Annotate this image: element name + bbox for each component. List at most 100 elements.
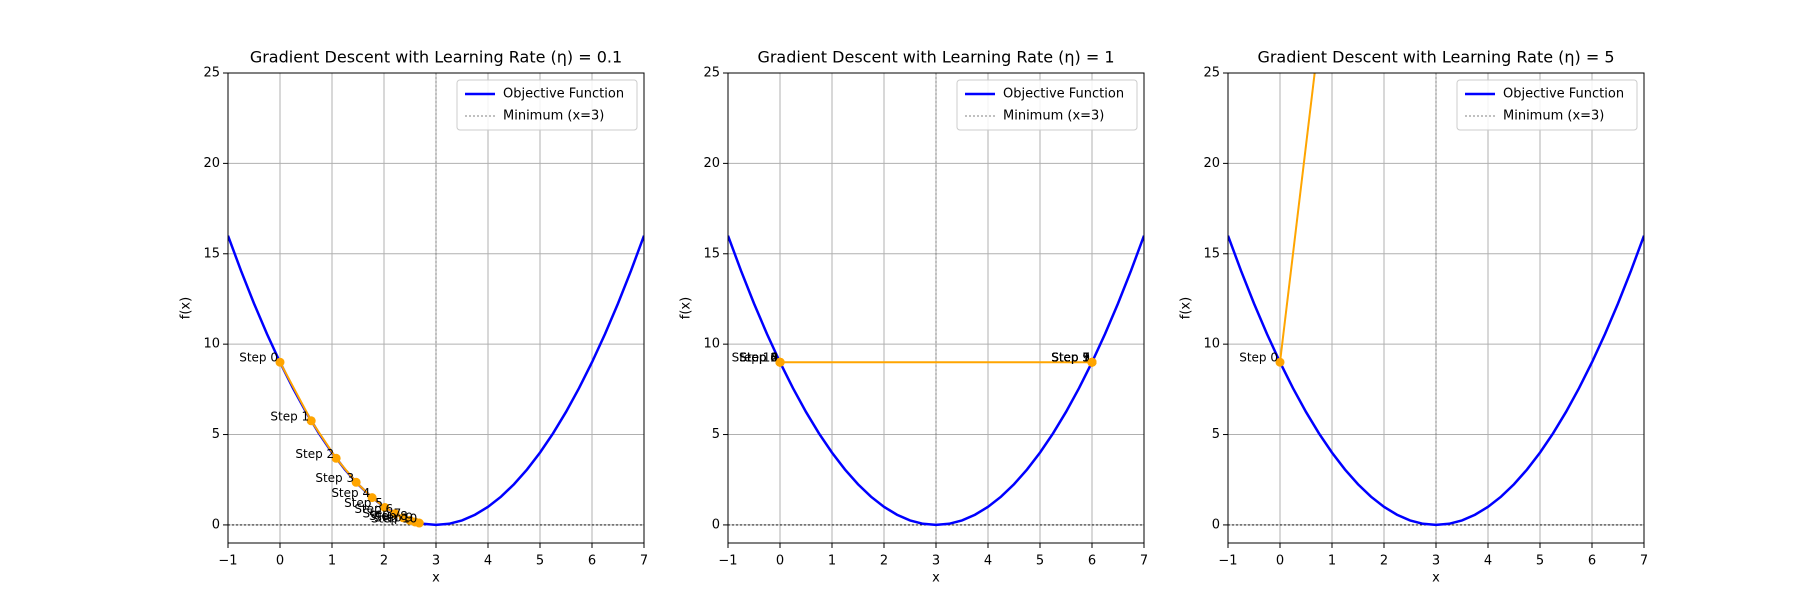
- legend-label: Minimum (x=3): [1503, 109, 1604, 124]
- step-label: Step 7: [363, 506, 402, 520]
- step-label: Step 2: [739, 351, 778, 365]
- x-tick-label: 1: [828, 554, 836, 569]
- x-tick-label: 5: [1536, 554, 1544, 569]
- axes-frame: [727, 72, 1145, 544]
- step-point: [331, 453, 341, 463]
- x-tick-label: 4: [484, 554, 492, 569]
- x-tick-label: 0: [1276, 554, 1284, 569]
- y-tick-label: 15: [203, 246, 220, 261]
- step-point: [306, 416, 316, 426]
- chart-title: Gradient Descent with Learning Rate (η) …: [757, 48, 1114, 67]
- y-tick-label: 10: [1203, 337, 1220, 352]
- step-label: Step 6: [739, 351, 778, 365]
- step-point: [390, 509, 400, 519]
- y-axis-label: f(x): [179, 297, 194, 319]
- step-label: Step 8: [369, 509, 408, 523]
- y-tick-label: 20: [703, 156, 720, 171]
- legend: Objective Function Minimum (x=3): [956, 79, 1138, 131]
- x-axis-label: x: [1432, 571, 1440, 586]
- step-label: Step 3: [1051, 351, 1090, 365]
- step-label: Step 4: [739, 351, 778, 365]
- y-tick-label: 5: [712, 427, 720, 442]
- y-tick-label: 25: [703, 66, 720, 81]
- x-tick-label: 5: [536, 554, 544, 569]
- x-tick-label: −1: [1218, 554, 1237, 569]
- x-tick-label: 0: [276, 554, 284, 569]
- y-axis-label: f(x): [679, 297, 694, 319]
- legend: Objective Function Minimum (x=3): [1456, 79, 1638, 131]
- y-tick-label: 10: [203, 337, 220, 352]
- x-tick-label: 6: [1588, 554, 1596, 569]
- step-point: [367, 493, 377, 503]
- legend-label: Minimum (x=3): [503, 109, 604, 124]
- step-label: Step 5: [344, 496, 383, 510]
- x-tick-label: 6: [588, 554, 596, 569]
- y-tick-label: 15: [703, 246, 720, 261]
- step-label: Step 1: [1051, 351, 1090, 365]
- x-tick-label: 7: [1640, 554, 1648, 569]
- step-label: Step 9: [374, 510, 413, 524]
- y-tick-label: 20: [203, 156, 220, 171]
- y-tick-label: 0: [712, 517, 720, 532]
- plot-area: Step 0: [1228, 73, 1644, 543]
- step-label: Step 6: [354, 502, 393, 516]
- x-axis-label: x: [932, 571, 940, 586]
- legend-box: [1456, 79, 1638, 131]
- y-tick-label: 5: [1212, 427, 1220, 442]
- x-tick-label: 6: [1088, 554, 1096, 569]
- chart-title: Gradient Descent with Learning Rate (η) …: [250, 48, 622, 67]
- step-label: Step 8: [739, 351, 778, 365]
- legend: Objective Function Minimum (x=3): [456, 79, 638, 131]
- step-label: Step 0: [1239, 351, 1278, 365]
- y-tick-label: 10: [703, 337, 720, 352]
- step-point: [275, 357, 285, 367]
- x-tick-label: 2: [380, 554, 388, 569]
- step-label: Step 4: [331, 486, 370, 500]
- step-label: Step 2: [295, 447, 334, 461]
- y-tick-label: 25: [203, 66, 220, 81]
- x-tick-label: 7: [1140, 554, 1148, 569]
- x-tick-label: 2: [1380, 554, 1388, 569]
- y-tick-label: 20: [1203, 156, 1220, 171]
- x-tick-label: 7: [640, 554, 648, 569]
- step-label: Step 7: [1051, 351, 1090, 365]
- step-point: [380, 502, 390, 512]
- x-tick-label: 4: [1484, 554, 1492, 569]
- step-label: Step 9: [1051, 351, 1090, 365]
- chart-title: Gradient Descent with Learning Rate (η) …: [1257, 48, 1614, 67]
- x-tick-label: 5: [1036, 554, 1044, 569]
- y-tick-label: 0: [212, 517, 220, 532]
- step-label: Step 3: [315, 471, 354, 485]
- objective-curve: [1228, 235, 1644, 527]
- axes-frame: [1227, 72, 1645, 544]
- subplot: −1 0 1 2 3 4 5 6 7 0 5 10 15 20 25 Step 0 Gradient Desce…: [1179, 48, 1649, 586]
- step-point: [1087, 357, 1097, 367]
- x-tick-label: 1: [1328, 554, 1336, 569]
- y-tick-label: 5: [212, 427, 220, 442]
- x-tick-label: 1: [328, 554, 336, 569]
- x-tick-label: 0: [776, 554, 784, 569]
- y-tick-label: 25: [1203, 66, 1220, 81]
- step-label: Step 10: [371, 512, 417, 526]
- legend-label: Objective Function: [1003, 87, 1124, 102]
- step-point: [1275, 357, 1285, 367]
- step-label: Step 10: [732, 351, 778, 365]
- x-tick-label: 2: [880, 554, 888, 569]
- objective-curve: [728, 235, 1144, 527]
- step-point: [414, 518, 424, 528]
- y-axis-label: f(x): [1179, 297, 1194, 319]
- step-label: Step 1: [270, 409, 309, 423]
- legend-label: Objective Function: [1503, 87, 1624, 102]
- step-label: Step 0: [739, 351, 778, 365]
- axes-frame: [227, 72, 645, 544]
- legend-box: [456, 79, 638, 131]
- x-tick-label: −1: [218, 554, 237, 569]
- step-label: Step 5: [1051, 351, 1090, 365]
- x-axis-label: x: [432, 571, 440, 586]
- step-point: [775, 357, 785, 367]
